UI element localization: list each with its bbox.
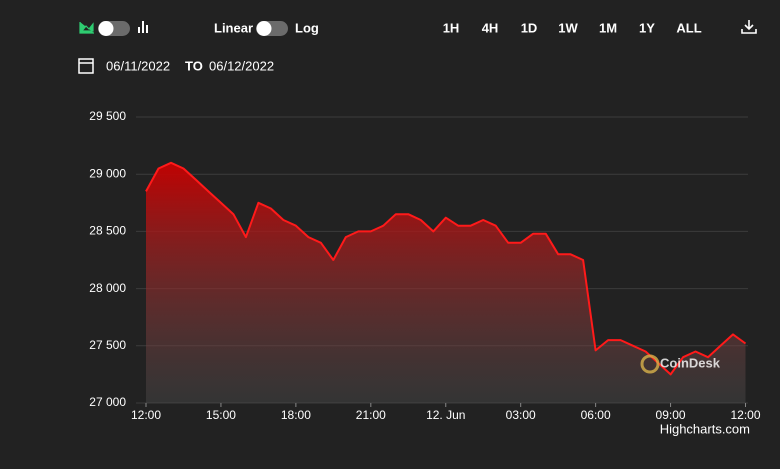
toggle-knob (98, 21, 114, 36)
y-tick-label: 28 500 (89, 224, 126, 238)
calendar-icon (78, 58, 94, 74)
x-tick-label: 12:00 (730, 408, 760, 422)
range-button[interactable]: 1H (443, 20, 460, 35)
range-button[interactable]: 1W (558, 20, 578, 35)
watermark: CoinDesk (660, 355, 721, 370)
linear-label[interactable]: Linear (214, 20, 253, 35)
y-tick-label: 29 500 (89, 109, 126, 123)
y-tick-label: 27 500 (89, 338, 126, 352)
area-fill (146, 162, 746, 403)
toggle-knob (256, 21, 272, 36)
date-to-word: TO (185, 58, 203, 73)
range-button[interactable]: 1Y (639, 20, 655, 35)
price-line (145, 161, 747, 376)
y-tick-label: 29 000 (89, 166, 126, 180)
area-icon (79, 22, 94, 34)
range-button[interactable]: 1M (599, 20, 617, 35)
range-button[interactable]: 4H (482, 20, 499, 35)
plot-area: 27 000 27 500 28 000 28 500 29 000 29 500 12:0… (89, 109, 761, 436)
range-buttons: 1H 4H 1D 1W 1M 1Y ALL (443, 20, 702, 35)
x-tick-label: 12. Jun (426, 408, 465, 422)
x-tick-label: 21:00 (356, 408, 386, 422)
x-tick-label: 15:00 (206, 408, 236, 422)
credits: Highcharts.com (660, 421, 750, 436)
range-button[interactable]: 1D (521, 20, 538, 35)
bar-icon (138, 21, 148, 33)
y-tick-label: 28 000 (89, 281, 126, 295)
x-tick-label: 09:00 (656, 408, 686, 422)
x-tick-label: 06:00 (581, 408, 611, 422)
x-tick-label: 18:00 (281, 408, 311, 422)
log-label[interactable]: Log (295, 20, 319, 35)
y-tick-label: 27 000 (89, 395, 126, 409)
download-button[interactable] (741, 20, 757, 34)
watermark-logo (640, 354, 660, 374)
chart-type-toggle[interactable] (79, 21, 148, 36)
x-tick-label: 03:00 (506, 408, 536, 422)
range-button[interactable]: ALL (676, 20, 701, 35)
date-to[interactable]: 06/12/2022 (209, 58, 274, 73)
date-from[interactable]: 06/11/2022 (106, 58, 170, 73)
x-tick-label: 12:00 (131, 408, 161, 422)
